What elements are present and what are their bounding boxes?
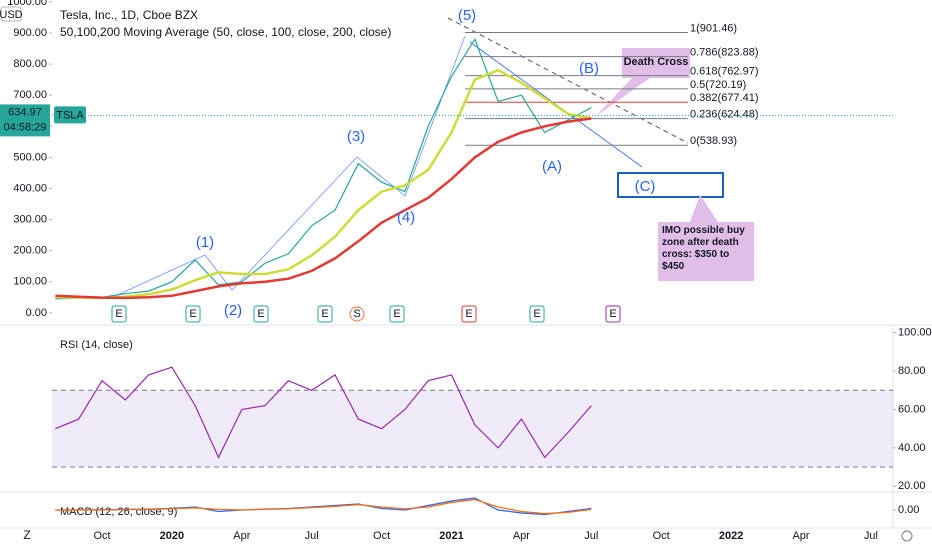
y-tick-label: 1000.00 xyxy=(7,0,47,8)
wave-label: (5) xyxy=(458,7,476,24)
series-line xyxy=(55,366,592,459)
series-line xyxy=(55,498,592,515)
y-tick-label: 400.00 xyxy=(13,182,47,194)
fib-label: 0.618(762.97) xyxy=(690,65,759,77)
y-tick-label: 100.00 xyxy=(13,276,47,288)
callout-text: Death Cross xyxy=(624,56,689,68)
series-line xyxy=(55,68,592,300)
event-marker xyxy=(111,305,127,323)
callout-box: IMO possible buy zone after death cross:… xyxy=(662,225,745,272)
wave-line xyxy=(114,35,466,297)
wave-label: (1) xyxy=(196,234,214,251)
event-marker xyxy=(461,305,477,323)
event-label: E xyxy=(609,308,616,320)
y-tick-label: 60.00 xyxy=(898,403,926,415)
indicator-title: 50,100,200 Moving Average (50, close, 10… xyxy=(60,25,391,39)
fib-label: 0.786(823.88) xyxy=(690,47,759,59)
ticker: TSLA xyxy=(56,109,84,121)
event-marker xyxy=(605,305,621,323)
y-tick-label: 20.00 xyxy=(898,480,926,492)
fib-label: 0.5(720.19) xyxy=(690,79,746,91)
x-tick-label: 2021 xyxy=(439,530,463,542)
band-fill xyxy=(52,390,893,468)
wave-label: (B) xyxy=(579,60,599,77)
y-tick-label: 300.00 xyxy=(13,213,47,225)
x-tick-label: Apr xyxy=(233,530,250,542)
x-tick-label: Jul xyxy=(584,530,598,542)
wave-label: (C) xyxy=(635,178,656,195)
event-label: E xyxy=(321,308,328,320)
event-label: E xyxy=(257,308,264,320)
fib-label: 0(538.93) xyxy=(690,135,737,147)
fib-label: 0.236(624.48) xyxy=(690,109,759,121)
y-tick-label: 700.00 xyxy=(13,89,47,101)
wave-label: (3) xyxy=(347,128,365,145)
x-tick-label: Oct xyxy=(373,530,390,542)
callout xyxy=(658,195,754,281)
event-label: E xyxy=(393,308,400,320)
countdown: 04:58:29 xyxy=(4,121,47,133)
currency-box xyxy=(0,6,22,22)
y-tick-label: 0.00 xyxy=(26,307,47,319)
x-tick-label: 2022 xyxy=(719,530,743,542)
y-tick-label: 500.00 xyxy=(13,151,47,163)
x-tick-label: Apr xyxy=(513,530,530,542)
settings-icon xyxy=(901,530,913,542)
last-price: 634.97 xyxy=(8,106,42,118)
pane-title: RSI (14, close) xyxy=(60,339,133,351)
ticker-box xyxy=(54,106,86,124)
event-marker xyxy=(317,305,333,323)
event-label: E xyxy=(465,308,472,320)
symbol-title: Tesla, Inc., 1D, Cboe BZX xyxy=(60,8,198,22)
currency: USD xyxy=(0,9,23,21)
event-label: S xyxy=(353,308,360,320)
x-tick-label: Oct xyxy=(653,530,670,542)
series-line xyxy=(55,117,592,300)
event-label: E xyxy=(115,308,122,320)
event-label: E xyxy=(533,308,540,320)
target-box xyxy=(617,172,724,198)
x-tick-label: Apr xyxy=(792,530,809,542)
y-tick-label: 0.00 xyxy=(898,504,919,516)
y-tick-label: 100.00 xyxy=(898,327,932,339)
y-tick-label: 900.00 xyxy=(13,27,47,39)
event-marker xyxy=(389,305,405,323)
series-line xyxy=(55,37,592,300)
timezone-icon: Z xyxy=(23,528,30,542)
event-marker xyxy=(349,306,365,322)
wave-label: (2) xyxy=(224,302,242,319)
event-marker xyxy=(529,305,545,323)
y-tick-label: 80.00 xyxy=(898,365,926,377)
pane-title: MACD (12, 26, close, 9) xyxy=(60,506,177,518)
x-tick-label: Jul xyxy=(305,530,319,542)
y-tick-label: 800.00 xyxy=(13,58,47,70)
fib-label: 1(901.46) xyxy=(690,22,737,34)
wave-label: (A) xyxy=(542,158,562,175)
x-tick-label: Oct xyxy=(93,530,110,542)
wave-label: (4) xyxy=(397,209,415,226)
callout-text: IMO possible buy zone after death cross:… xyxy=(662,225,745,272)
event-marker xyxy=(253,305,269,323)
y-tick-label: 200.00 xyxy=(13,245,47,257)
fib-label: 0.382(677.41) xyxy=(690,92,759,104)
x-tick-label: Jul xyxy=(864,530,878,542)
last-price-box xyxy=(0,104,50,137)
event-label: E xyxy=(189,308,196,320)
y-tick-label: 40.00 xyxy=(898,442,926,454)
trend-line xyxy=(447,17,689,144)
callout xyxy=(596,48,690,116)
x-tick-label: 2020 xyxy=(160,530,184,542)
event-marker xyxy=(185,305,201,323)
